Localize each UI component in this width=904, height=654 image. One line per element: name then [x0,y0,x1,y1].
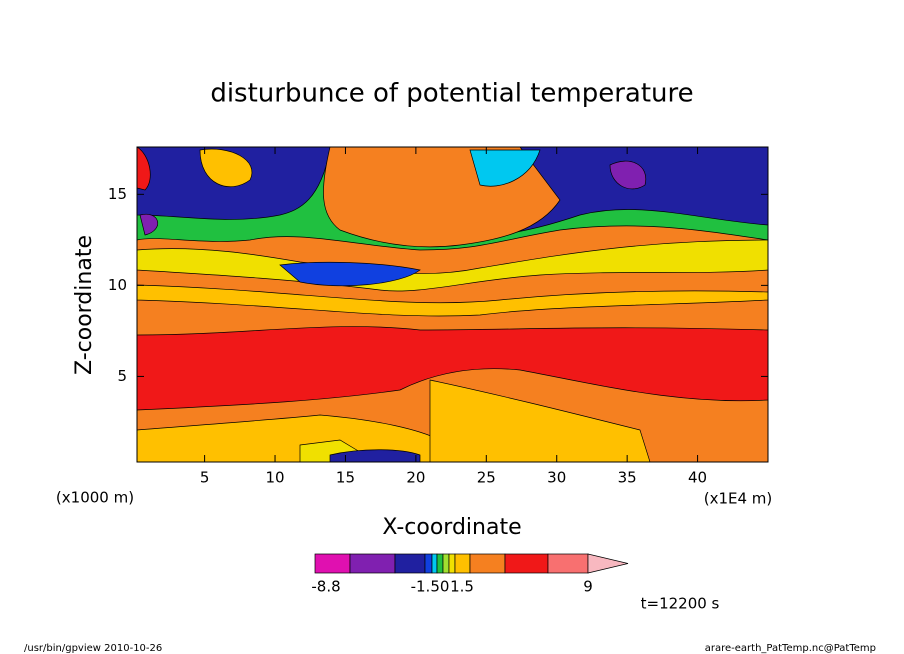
x-tick-label: 30 [547,469,566,487]
x-tick-label: 15 [336,469,355,487]
x-unit-label: (x1000 m) [56,489,134,507]
y-tick-label: 5 [117,367,127,385]
colorbar-tick-label: -8.8 [311,578,340,596]
colorbar-swatch [394,553,426,574]
colorbar-swatch [547,553,589,574]
x-tick-label: 20 [406,469,425,487]
colorbar-tick-label: 1.5 [450,578,474,596]
footer-left: /usr/bin/gpview 2010-10-26 [24,643,162,654]
annotation: t=12200 s [641,595,720,613]
y-tick-label: 15 [108,185,127,203]
y-axis-label: Z-coordinate [72,235,97,375]
colorbar-tick-label: -1.50 [411,578,450,596]
footer-right: arare-earth_PatTemp.nc@PatTemp [705,643,876,654]
colorbar-swatch [442,553,450,574]
y-tick-label: 10 [108,276,127,294]
colorbar-swatch [454,553,471,574]
x-tick-label: 25 [477,469,496,487]
colorbar-swatch [436,553,444,574]
chart-title: disturbunce of potential temperature [210,79,693,109]
colorbar-tick-label: 9 [583,578,593,596]
x-tick-label: 10 [265,469,284,487]
x-tick-label: 35 [618,469,637,487]
colorbar-swatch [349,553,396,574]
colorbar-swatch [431,553,438,574]
colorbar-swatch [587,553,629,574]
contour-field [137,147,768,462]
x-axis-label: X-coordinate [382,515,521,540]
plot-frame [136,146,769,463]
colorbar-swatch [424,553,433,574]
colorbar-swatch [448,553,456,574]
colorbar-swatch [314,553,351,574]
x-tick-label: 5 [200,469,210,487]
x-unit2-label: (x1E4 m) [704,490,773,508]
x-tick-label: 40 [688,469,707,487]
colorbar-swatch [469,553,506,574]
colorbar-swatch [504,553,549,574]
